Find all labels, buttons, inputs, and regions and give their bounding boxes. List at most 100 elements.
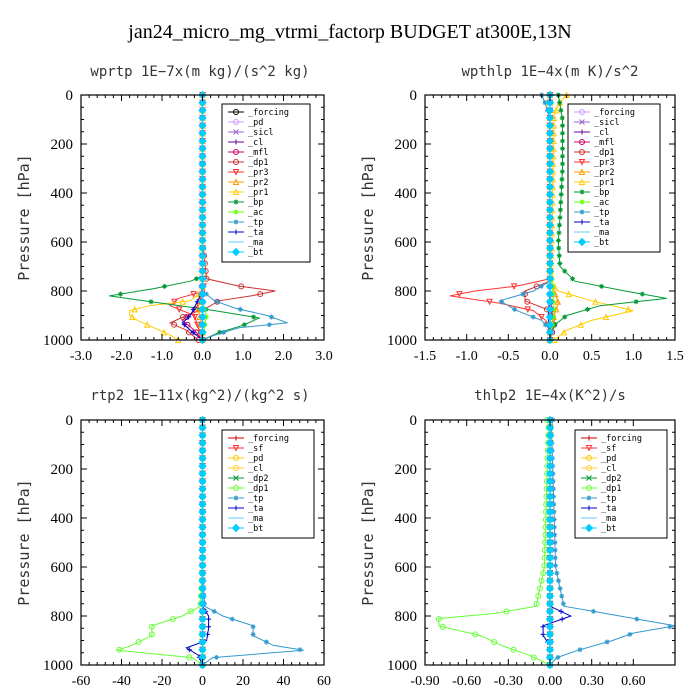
marker-star xyxy=(560,123,565,129)
marker-x xyxy=(579,119,585,125)
x-tick-label: 1.0 xyxy=(234,349,252,364)
panels-container: wprtp 1E−7x(m kg)/(s^2 kg) Pressure [hPa]… xyxy=(15,64,684,689)
marker-triangle-down xyxy=(232,445,240,452)
chart-title: wprtp 1E−7x(m kg)/(s^2 kg) xyxy=(90,64,309,80)
marker-x xyxy=(586,475,592,481)
marker-circle xyxy=(524,298,531,305)
marker-circle xyxy=(540,570,547,577)
y-axis-label: Pressure [hPa] xyxy=(15,154,33,280)
y-tick-label: 600 xyxy=(51,560,74,576)
marker-star xyxy=(560,138,565,144)
x-tick-label: -1.0 xyxy=(456,349,478,364)
marker-star xyxy=(552,532,558,538)
marker-triangle-up xyxy=(160,328,168,336)
y-tick-label: 600 xyxy=(51,235,74,251)
marker-star xyxy=(557,100,563,106)
marker-star xyxy=(551,524,557,530)
marker-star xyxy=(558,192,564,198)
marker-star xyxy=(599,283,605,289)
legend: _forcing_sf_pd_cl_dp2_dp1_tp_ta_ma_bt xyxy=(574,429,668,539)
marker-plus xyxy=(233,435,239,441)
legend-entry-label: _tp xyxy=(594,208,609,218)
marker-star xyxy=(241,322,247,328)
series-tp xyxy=(498,92,553,343)
marker-star xyxy=(634,616,640,622)
y-tick-label: 400 xyxy=(395,186,418,202)
marker-circle xyxy=(510,646,517,653)
marker-triangle-up xyxy=(578,178,586,185)
marker-plus xyxy=(579,129,585,135)
legend: _forcing_pd_sicl_cl_mfl_dp1_pr3_pr2_pr1_… xyxy=(221,103,311,263)
legend-entry-label: _sicl xyxy=(248,128,274,138)
marker-circle xyxy=(535,593,542,600)
marker-circle xyxy=(538,577,545,584)
marker-star xyxy=(559,184,565,190)
series-line xyxy=(549,94,634,341)
marker-star xyxy=(553,562,559,568)
legend-entry-label: _pr1 xyxy=(594,178,614,188)
marker-star xyxy=(555,654,561,660)
y-axis-label: Pressure [hPa] xyxy=(15,479,33,605)
legend-entry-label: _bt xyxy=(594,238,609,248)
x-tick-label: -40 xyxy=(112,674,131,689)
legend-entry-label: _mfl xyxy=(248,148,268,158)
marker-plus xyxy=(206,624,212,630)
marker-plus xyxy=(558,608,564,614)
series-pr1 xyxy=(128,91,206,343)
marker-triangle-down xyxy=(175,306,183,313)
series-bt xyxy=(198,415,207,670)
legend-entry-label: _cl xyxy=(248,138,263,148)
x-tick-label: 0.5 xyxy=(583,349,601,364)
legend-entry-label: _forcing xyxy=(594,108,635,118)
marker-diamond xyxy=(231,247,241,257)
y-tick-label: 1000 xyxy=(387,333,417,349)
marker-star xyxy=(556,253,562,259)
marker-star xyxy=(512,306,518,312)
marker-x xyxy=(233,129,239,135)
legend-entry-label: _forcing xyxy=(248,434,289,444)
marker-star xyxy=(237,306,243,312)
legend-entry-label: _forcing xyxy=(248,108,289,118)
y-tick-label: 200 xyxy=(395,462,418,478)
marker-star xyxy=(562,314,568,320)
marker-circle xyxy=(530,654,537,661)
marker-star xyxy=(557,260,563,266)
y-tick-label: 1000 xyxy=(43,658,73,674)
marker-star xyxy=(250,631,256,637)
marker-circle xyxy=(233,455,239,461)
marker-star xyxy=(269,314,275,320)
legend-entry-label: _tp xyxy=(601,494,616,504)
y-tick-label: 800 xyxy=(395,284,418,300)
legend-entry-label: _dp1 xyxy=(594,148,614,158)
marker-plus xyxy=(559,616,565,622)
marker-star xyxy=(555,578,561,584)
figure-title: jan24_micro_mg_vtrmi_factorp BUDGET at30… xyxy=(127,21,571,43)
marker-circle xyxy=(171,321,178,328)
legend-entry-label: _pr3 xyxy=(248,168,268,178)
marker-triangle-up xyxy=(232,178,240,185)
series-line xyxy=(438,419,551,666)
legend-entry-label: _ta xyxy=(248,504,263,514)
series-bt xyxy=(545,90,555,345)
y-tick-label: 200 xyxy=(395,137,418,153)
marker-circle xyxy=(533,600,540,607)
legend-entry-label: _cl xyxy=(601,464,616,474)
y-tick-label: 600 xyxy=(395,560,418,576)
marker-star xyxy=(577,647,583,653)
chart-panel-1: wprtp 1E−7x(m kg)/(s^2 kg) Pressure [hPa]… xyxy=(15,64,333,364)
legend-entry-label: _ma xyxy=(601,514,616,524)
marker-star xyxy=(558,107,564,113)
x-tick-label: -60 xyxy=(72,674,91,689)
y-tick-label: 200 xyxy=(51,462,74,478)
marker-star xyxy=(560,146,565,152)
marker-circle xyxy=(579,109,585,115)
legend-entry-label: _bp xyxy=(594,188,609,198)
marker-triangle-down xyxy=(510,283,518,291)
chart-title: rtp2 1E−11x(kg^2)/(kg^2 s) xyxy=(90,388,309,404)
marker-circle xyxy=(586,465,592,471)
marker-star xyxy=(570,276,575,282)
y-tick-label: 0 xyxy=(410,413,418,429)
marker-star xyxy=(557,215,563,220)
marker-triangle-up xyxy=(592,298,599,305)
